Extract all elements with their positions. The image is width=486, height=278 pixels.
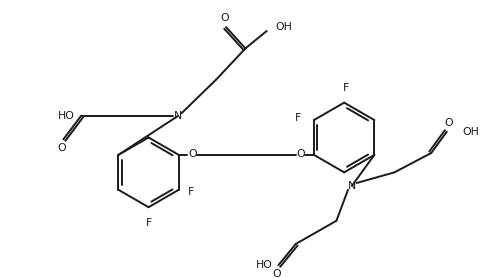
Text: O: O [221,13,229,23]
Text: OH: OH [462,127,479,137]
Text: F: F [295,113,302,123]
Text: O: O [272,269,281,278]
Text: HO: HO [256,260,273,270]
Text: N: N [174,111,182,121]
Text: O: O [444,118,453,128]
Text: OH: OH [276,22,292,32]
Text: O: O [57,143,66,153]
Text: F: F [188,187,194,197]
Text: HO: HO [58,111,75,121]
Text: F: F [343,83,349,93]
Text: O: O [188,149,197,159]
Text: O: O [296,149,305,159]
Text: F: F [145,218,152,228]
Text: N: N [348,181,356,191]
